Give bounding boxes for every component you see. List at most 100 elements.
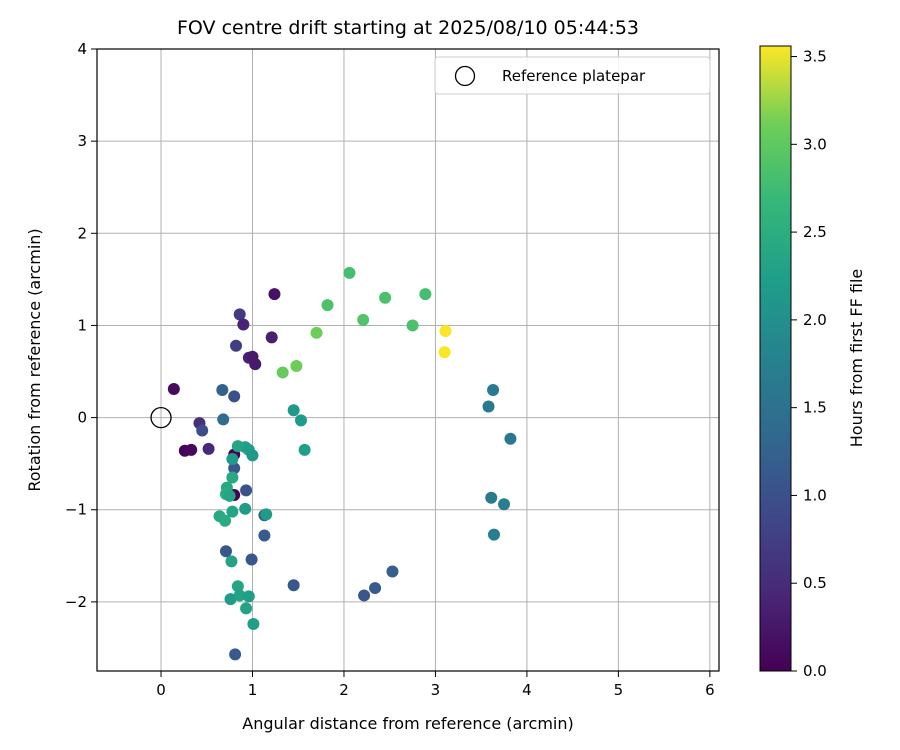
data-point <box>358 589 371 602</box>
data-point <box>246 449 259 462</box>
y-axis-label: Rotation from reference (arcmin) <box>25 228 44 491</box>
colorbar-tick-label: 0.5 <box>803 574 827 592</box>
x-tick-label: 5 <box>614 681 624 699</box>
data-point <box>225 555 238 568</box>
data-point <box>265 331 278 344</box>
colorbar-gradient <box>759 45 792 672</box>
colorbar-ticks: 0.0 0.5 1.0 1.5 2.0 2.5 3.0 3.5 <box>791 48 827 680</box>
y-tick-label: 4 <box>77 40 87 58</box>
colorbar-tick-label: 1.0 <box>803 486 827 504</box>
data-point <box>167 383 180 396</box>
data-point <box>386 565 399 578</box>
data-point <box>217 413 230 426</box>
data-point <box>233 589 246 602</box>
colorbar-tick-label: 3.0 <box>803 135 827 153</box>
colorbar-tick-label: 0.0 <box>803 662 827 680</box>
data-point <box>487 528 500 541</box>
colorbar-tick-label: 2.0 <box>803 311 827 329</box>
legend-reference-marker <box>454 65 476 87</box>
data-point <box>196 424 209 437</box>
data-point <box>226 453 239 466</box>
data-point <box>294 414 307 427</box>
data-point <box>224 593 237 606</box>
data-point <box>357 313 370 326</box>
data-point <box>202 442 215 455</box>
data-point <box>498 498 511 511</box>
data-point <box>219 545 232 558</box>
data-point <box>237 318 250 331</box>
grid <box>97 48 719 671</box>
y-tick-label: 0 <box>77 409 87 427</box>
data-point <box>240 484 253 497</box>
x-tick-label: 3 <box>431 681 441 699</box>
chart-title: FOV centre drift starting at 2025/08/10 … <box>177 17 639 39</box>
data-point <box>287 404 300 417</box>
y-tick-label: −2 <box>65 593 87 611</box>
data-point <box>226 471 239 484</box>
x-ticks: 0 1 2 3 4 5 6 <box>156 671 715 699</box>
y-tick-label: −1 <box>65 501 87 519</box>
x-tick-label: 6 <box>705 681 715 699</box>
data-point <box>321 299 334 312</box>
legend: Reference platepar <box>434 56 711 95</box>
data-point <box>419 288 432 301</box>
legend-box <box>434 56 711 95</box>
data-point <box>229 648 242 661</box>
data-point <box>379 291 392 304</box>
data-point <box>247 618 260 631</box>
data-point <box>276 366 289 379</box>
x-tick-label: 0 <box>156 681 166 699</box>
data-point <box>228 462 241 475</box>
data-point <box>223 489 236 502</box>
reference-platepar-marker <box>150 406 172 429</box>
data-point <box>260 508 273 521</box>
data-point <box>240 602 253 615</box>
data-point <box>219 514 232 527</box>
data-point <box>245 553 258 566</box>
data-point <box>249 358 262 371</box>
reference-marker <box>150 406 172 429</box>
data-point <box>230 339 243 352</box>
data-point <box>231 440 244 453</box>
data-points <box>167 266 517 661</box>
colorbar-tick-label: 2.5 <box>803 223 827 241</box>
data-point <box>298 443 311 456</box>
data-point <box>228 390 241 403</box>
data-point <box>216 383 229 396</box>
y-ticks: −2 −1 0 1 2 3 4 <box>65 40 97 611</box>
data-point <box>258 529 271 542</box>
data-point <box>242 590 255 603</box>
data-point <box>226 505 239 518</box>
data-point <box>287 579 300 592</box>
data-point <box>310 326 323 339</box>
data-point <box>485 491 498 504</box>
data-point <box>343 266 356 279</box>
data-point <box>290 359 303 372</box>
x-tick-label: 2 <box>339 681 349 699</box>
data-point <box>482 400 495 413</box>
data-point <box>504 432 517 445</box>
data-point <box>268 288 281 301</box>
x-tick-label: 1 <box>248 681 258 699</box>
data-point <box>185 443 198 456</box>
data-point <box>487 383 500 396</box>
y-tick-label: 3 <box>77 132 87 150</box>
y-tick-label: 1 <box>77 316 87 334</box>
data-point <box>369 582 382 595</box>
plot-frame <box>96 48 720 672</box>
data-point <box>239 502 252 515</box>
x-axis-label: Angular distance from reference (arcmin) <box>242 714 573 733</box>
legend-entry-reference: Reference platepar <box>502 67 646 85</box>
colorbar-tick-label: 3.5 <box>803 48 827 66</box>
data-point <box>233 308 246 321</box>
colorbar: 0.0 0.5 1.0 1.5 2.0 2.5 3.0 3.5 Hours from firs… <box>759 45 866 680</box>
data-point <box>439 324 452 337</box>
data-point <box>231 580 244 593</box>
y-tick-label: 2 <box>77 224 87 242</box>
colorbar-tick-label: 1.5 <box>803 399 827 417</box>
x-tick-label: 4 <box>522 681 532 699</box>
data-point <box>406 319 419 332</box>
colorbar-label: Hours from first FF file <box>847 269 866 448</box>
data-point <box>438 346 451 359</box>
